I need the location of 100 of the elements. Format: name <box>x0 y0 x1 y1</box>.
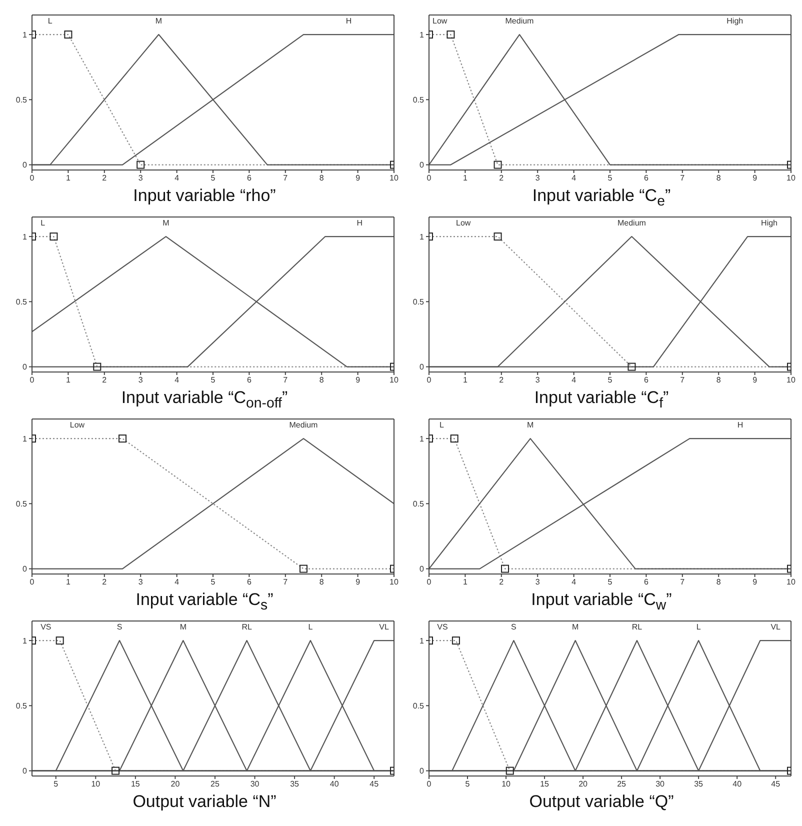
x-tick-label: 10 <box>390 174 399 183</box>
x-tick-label: 10 <box>786 376 796 385</box>
x-tick-label: 4 <box>572 578 577 587</box>
series-label: M <box>162 218 170 228</box>
x-tick-label: 4 <box>572 376 577 385</box>
y-tick-label: 0 <box>22 564 28 574</box>
series-label: High <box>726 16 744 26</box>
x-tick-label: 2 <box>102 376 108 385</box>
y-tick-label: 0.5 <box>16 96 28 105</box>
y-tick-label: 0 <box>420 766 425 776</box>
y-tick-label: 0 <box>420 564 425 574</box>
y-tick-label: 1 <box>22 30 28 40</box>
series-label: RL <box>632 622 643 632</box>
series-label: Low <box>456 218 471 228</box>
x-tick-label: 10 <box>786 578 796 587</box>
y-tick-label: 1 <box>22 636 28 646</box>
x-tick-label: 25 <box>617 780 627 789</box>
series-label: M <box>155 16 162 26</box>
x-tick-label: 0 <box>426 780 432 789</box>
x-tick-label: 0 <box>426 578 432 587</box>
x-tick-label: 4 <box>174 578 180 587</box>
x-tick-label: 3 <box>138 376 144 385</box>
y-tick-label: 1 <box>420 30 425 40</box>
text: Input variable “C$_{e}$” <box>531 186 672 210</box>
x-tick-label: 5 <box>54 780 59 789</box>
x-tick-label: 2 <box>499 578 504 587</box>
x-tick-label: 2 <box>499 376 504 385</box>
series-label: Medium <box>617 218 646 228</box>
x-tick-label: 3 <box>535 174 540 183</box>
text: Input variable “C$_{on-off}$” <box>120 388 289 412</box>
text: Output variable “Q” <box>528 792 675 813</box>
series-label: VL <box>770 622 782 632</box>
series-label: S <box>511 622 516 632</box>
x-tick-label: 3 <box>138 578 144 587</box>
x-tick-label: 6 <box>644 578 649 587</box>
series-label: VL <box>379 622 390 632</box>
y-tick-label: 1 <box>22 434 28 444</box>
y-tick-label: 0.5 <box>16 702 28 711</box>
x-tick-label: 15 <box>540 780 550 789</box>
series-label: H <box>346 16 352 26</box>
x-tick-label: 4 <box>174 376 180 385</box>
x-tick-label: 10 <box>390 578 399 587</box>
x-tick-label: 2 <box>102 578 108 587</box>
x-tick-label: 6 <box>644 174 649 183</box>
x-tick-label: 2 <box>499 174 504 183</box>
x-tick-label: 1 <box>462 174 468 183</box>
x-tick-label: 9 <box>356 174 361 183</box>
x-tick-label: 6 <box>246 376 252 385</box>
x-tick-label: 2 <box>102 174 108 183</box>
x-tick-label: 3 <box>138 174 144 183</box>
x-tick-label: 9 <box>752 578 758 587</box>
x-tick-label: 9 <box>356 376 361 385</box>
x-tick-label: 3 <box>535 376 540 385</box>
x-tick-label: 9 <box>356 578 361 587</box>
series-label: L <box>439 420 444 430</box>
x-tick-label: 8 <box>716 376 722 385</box>
x-tick-label: 7 <box>680 376 686 385</box>
x-tick-label: 6 <box>644 376 649 385</box>
y-tick-label: 0.5 <box>412 702 425 711</box>
x-tick-label: 10 <box>91 780 101 789</box>
x-tick-label: 7 <box>283 376 288 385</box>
y-tick-label: 0 <box>420 160 425 170</box>
x-tick-label: 25 <box>210 780 220 789</box>
y-tick-label: 0.5 <box>412 500 425 509</box>
x-tick-label: 0 <box>30 376 35 385</box>
x-tick-label: 45 <box>771 780 781 789</box>
x-tick-label: 30 <box>250 780 260 789</box>
y-tick-label: 0.5 <box>16 500 28 509</box>
series-label: L <box>308 622 314 632</box>
series-label: L <box>48 16 53 26</box>
series-label: Low <box>432 16 448 26</box>
x-tick-label: 20 <box>578 780 588 789</box>
x-tick-label: 35 <box>290 780 300 789</box>
x-tick-label: 40 <box>330 780 340 789</box>
x-tick-label: 40 <box>732 780 742 789</box>
x-tick-label: 5 <box>465 780 470 789</box>
y-tick-label: 1 <box>420 232 425 242</box>
x-tick-label: 1 <box>66 376 71 385</box>
series-label: RL <box>242 622 252 632</box>
x-tick-label: 1 <box>462 376 468 385</box>
x-tick-label: 1 <box>66 578 71 587</box>
x-tick-label: 6 <box>246 578 252 587</box>
y-tick-label: 1 <box>420 434 425 444</box>
x-tick-label: 9 <box>752 376 758 385</box>
x-tick-label: 5 <box>210 376 216 385</box>
y-tick-label: 0 <box>22 362 28 372</box>
series-label: Low <box>70 420 85 430</box>
text: Output variable “N” <box>132 792 278 813</box>
y-tick-label: 0.5 <box>412 298 425 307</box>
series-label: L <box>696 622 702 632</box>
x-tick-label: 1 <box>462 578 468 587</box>
text: Input variable “C$_{s}$” <box>134 590 274 614</box>
x-tick-label: 0 <box>30 578 35 587</box>
x-tick-label: 6 <box>246 174 252 183</box>
series-label: S <box>116 622 122 632</box>
series-label: H <box>356 218 363 228</box>
x-tick-label: 0 <box>426 376 432 385</box>
x-tick-label: 4 <box>174 174 180 183</box>
x-tick-label: 7 <box>283 578 288 587</box>
x-tick-label: 8 <box>319 578 324 587</box>
